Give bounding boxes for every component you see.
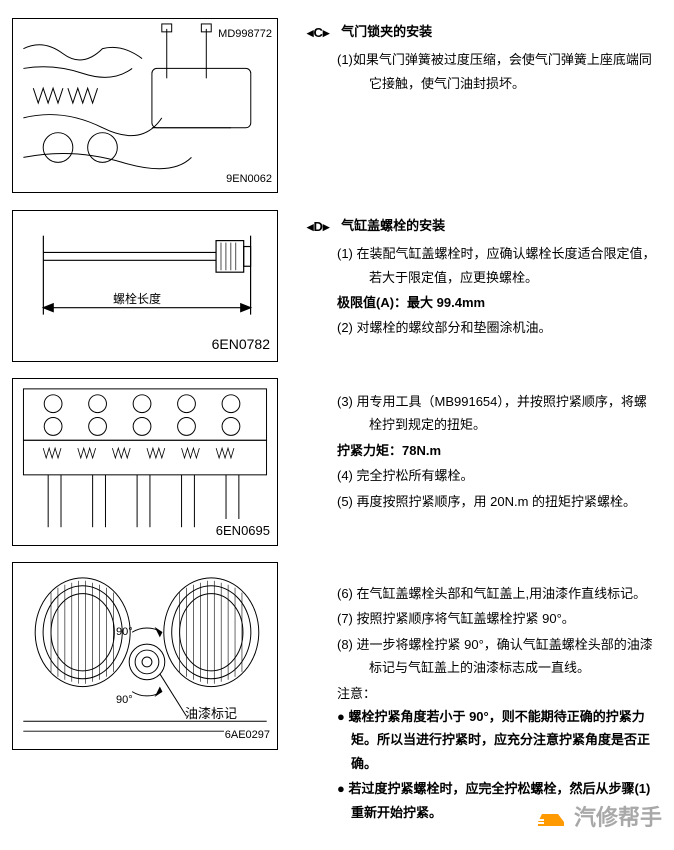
bolt-length-label: 螺栓长度: [113, 289, 161, 311]
figure-d3-illustration: 90° 90° 油漆标记 6AE0297: [12, 562, 278, 750]
step-d2: (2) 对螺栓的螺纹部分和垫圈涂机油。: [337, 316, 659, 339]
section-d-text-1: ◂D▸ 气缸盖螺栓的安装 (1) 在装配气缸盖螺栓时，应确认螺栓长度适合限定值，…: [305, 214, 659, 342]
step-d7: (7) 按照拧紧顺序将气缸盖螺栓拧紧 90°。: [337, 607, 659, 630]
step-d8: (8) 进一步将螺栓拧紧 90°，确认气缸盖螺栓头部的油漆标记与气缸盖上的油漆标…: [337, 633, 659, 680]
figure-d3-svg: [13, 563, 277, 749]
figure-d1-illustration: 螺栓长度 6EN0782: [12, 210, 278, 362]
section-c-steps: (1)如果气门弹簧被过度压缩，会使气门弹簧上座底端同它接触，使气门油封损坏。: [305, 48, 659, 95]
section-d-header: ◂D▸ 气缸盖螺栓的安装: [305, 214, 659, 238]
section-c-title: 气门锁夹的安装: [341, 24, 432, 39]
step-d4: (4) 完全拧松所有螺栓。: [337, 464, 659, 487]
angle-label-1: 90°: [116, 623, 133, 643]
bullet-1: ● 螺栓拧紧角度若小于 90°，则不能期待正确的拧紧力矩。所以当进行拧紧时，应充…: [337, 705, 659, 775]
paint-mark-label: 油漆标记: [185, 702, 237, 725]
bullet-1-text: 螺栓拧紧角度若小于 90°，则不能期待正确的拧紧力矩。所以当进行拧紧时，应充分注…: [348, 709, 650, 771]
torque-value: 拧紧力矩：78N.m: [337, 439, 659, 462]
figure-code-2: 6EN0782: [211, 332, 271, 357]
watermark-text: 汽修帮手: [574, 798, 662, 838]
figure-c-illustration: MD998772 9EN0062: [12, 18, 278, 193]
figure-code-4: 6AE0297: [224, 726, 271, 746]
step-d1: (1) 在装配气缸盖螺栓时，应确认螺栓长度适合限定值，若大于限定值，应更换螺栓。: [337, 242, 659, 289]
step-d5: (5) 再度按照拧紧顺序，用 20N.m 的扭矩拧紧螺栓。: [337, 490, 659, 513]
section-c-tag: ◂C▸: [305, 21, 331, 44]
section-d-steps-g2: (3) 用专用工具（MB991654），并按照拧紧顺序，将螺栓拧到规定的扭矩。 …: [305, 390, 659, 513]
angle-label-2: 90°: [116, 691, 133, 711]
tool-code-label: MD998772: [217, 25, 273, 45]
figure-c-svg: [13, 19, 277, 192]
step-c1: (1)如果气门弹簧被过度压缩，会使气门弹簧上座底端同它接触，使气门油封损坏。: [337, 48, 659, 95]
step-d6: (6) 在气缸盖螺栓头部和气缸盖上,用油漆作直线标记。: [337, 582, 659, 605]
section-d-steps-g1: (1) 在装配气缸盖螺栓时，应确认螺栓长度适合限定值，若大于限定值，应更换螺栓。…: [305, 242, 659, 340]
section-c-text: ◂C▸ 气门锁夹的安装 (1)如果气门弹簧被过度压缩，会使气门弹簧上座底端同它接…: [305, 20, 659, 97]
car-icon: [534, 806, 570, 830]
limit-value: 极限值(A)：最大 99.4mm: [337, 291, 659, 314]
step-d3: (3) 用专用工具（MB991654），并按照拧紧顺序，将螺栓拧到规定的扭矩。: [337, 390, 659, 437]
section-d-tag: ◂D▸: [305, 215, 331, 238]
section-c-header: ◂C▸ 气门锁夹的安装: [305, 20, 659, 44]
section-d-text-3: (6) 在气缸盖螺栓头部和气缸盖上,用油漆作直线标记。 (7) 按照拧紧顺序将气…: [305, 578, 659, 826]
figure-code-3: 6EN0695: [215, 519, 271, 542]
watermark-logo: 汽修帮手: [534, 798, 662, 838]
section-d-text-2: (3) 用专用工具（MB991654），并按照拧紧顺序，将螺栓拧到规定的扭矩。 …: [305, 386, 659, 515]
figure-code-1: 9EN0062: [225, 170, 273, 190]
section-d-title: 气缸盖螺栓的安装: [341, 218, 445, 233]
page-root: MD998772 9EN0062 ◂C▸ 气门锁夹的安装 (1)如果气门弹簧被过…: [0, 0, 674, 850]
section-d-steps-g3: (6) 在气缸盖螺栓头部和气缸盖上,用油漆作直线标记。 (7) 按照拧紧顺序将气…: [305, 582, 659, 680]
notice-title: 注意：: [305, 682, 659, 705]
figure-d2-illustration: 6EN0695: [12, 378, 278, 546]
